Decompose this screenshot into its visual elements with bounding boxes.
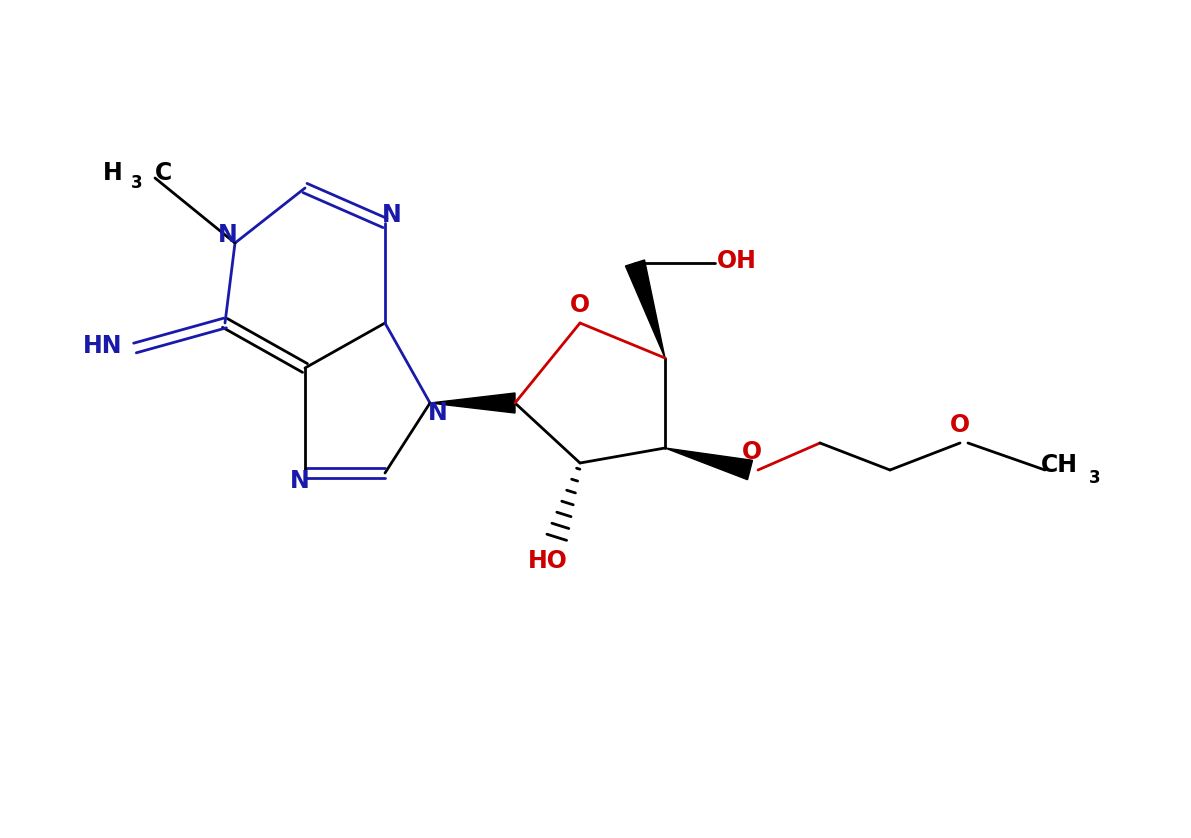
Text: O: O xyxy=(570,293,590,317)
Text: N: N xyxy=(382,203,401,227)
Text: O: O xyxy=(742,440,762,464)
Text: O: O xyxy=(950,413,969,437)
Text: 3: 3 xyxy=(131,174,143,192)
Text: CH: CH xyxy=(1041,453,1078,477)
Text: 3: 3 xyxy=(1090,469,1100,487)
Polygon shape xyxy=(430,393,515,413)
Text: N: N xyxy=(291,469,310,493)
Polygon shape xyxy=(665,448,753,479)
Text: HO: HO xyxy=(528,549,568,573)
Polygon shape xyxy=(625,260,665,358)
Text: H: H xyxy=(104,161,123,185)
Text: C: C xyxy=(155,161,172,185)
Text: HN: HN xyxy=(83,334,123,358)
Text: N: N xyxy=(218,223,238,247)
Text: OH: OH xyxy=(717,249,757,273)
Text: N: N xyxy=(428,401,448,425)
